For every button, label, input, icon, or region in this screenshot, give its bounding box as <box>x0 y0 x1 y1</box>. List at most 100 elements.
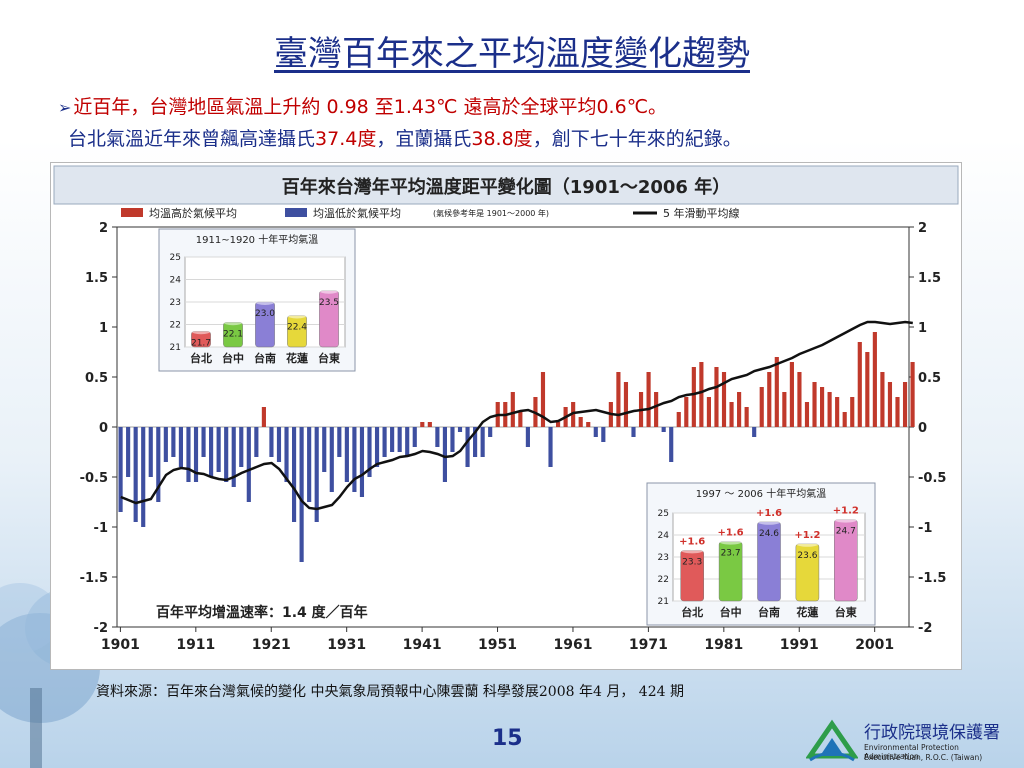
anomaly-bar <box>126 427 131 477</box>
anomaly-bar <box>654 392 659 427</box>
y-tick-label-right: 1 <box>918 321 927 336</box>
anomaly-bar <box>895 397 900 427</box>
anomaly-bar <box>465 427 470 467</box>
inset-1997-bar-cap <box>757 518 781 525</box>
anomaly-bar <box>307 427 312 502</box>
inset-1997-bar-cap <box>795 540 819 547</box>
anomaly-bar <box>782 392 787 427</box>
anomaly-bar <box>457 427 463 432</box>
y-tick-label-right: -1.5 <box>918 571 946 586</box>
anomaly-bar <box>269 427 274 457</box>
inset-1997-value-label: 23.6 <box>797 551 817 561</box>
anomaly-bar <box>767 372 772 427</box>
inset-1911-bar-cap <box>223 319 243 326</box>
agency-en-line2: Executive Yuan, R.O.C. (Taiwan) <box>864 753 983 762</box>
anomaly-bar <box>156 427 161 502</box>
anomaly-bar <box>216 427 221 472</box>
anomaly-bar <box>473 427 478 457</box>
legend-note: (氣候參考年是 1901～2000 年) <box>433 208 549 218</box>
bullet-arrow-icon: ➢ <box>58 98 72 117</box>
epa-logo-icon <box>805 719 859 762</box>
anomaly-bar <box>729 402 734 427</box>
anomaly-bar <box>887 382 893 427</box>
inset-1911-bar-cap <box>287 312 307 319</box>
inset-1997-value-label: 23.7 <box>721 549 741 559</box>
inset-1911-category-label: 台北 <box>190 351 212 365</box>
source-citation: 資料來源：百年來台灣氣候的變化 中央氣象局預報中心陳雲蘭 科學發展2008 年4… <box>96 684 684 700</box>
anomaly-chart-panel: 百年來台灣年平均溫度距平變化圖（1901～2006 年） 均溫高於氣候平均 均溫低於… <box>50 162 962 670</box>
anomaly-bar <box>706 397 711 427</box>
inset-1911-y-tick-label: 25 <box>170 253 181 263</box>
anomaly-bar <box>812 382 817 427</box>
y-tick-label-left: -1 <box>94 521 108 536</box>
inset-1911-y-tick-label: 24 <box>170 276 182 286</box>
bullet-line: ➢ 近百年，台灣地區氣溫上升約 0.98 至1.43℃ 遠高於全球平均0.6℃。 <box>58 92 667 119</box>
anomaly-bar <box>865 352 870 427</box>
anomaly-bar <box>299 427 304 562</box>
anomaly-bar <box>442 427 447 482</box>
y-tick-label-right: 2 <box>918 221 927 236</box>
legend-above-swatch <box>121 208 143 217</box>
inset-1997-value-label: 24.6 <box>759 529 779 539</box>
inset-1997-bar-cap <box>719 538 743 545</box>
chart-title-bar <box>53 165 959 205</box>
anomaly-bar <box>540 372 546 427</box>
x-tick-label: 1921 <box>252 637 291 653</box>
page-number: 15 <box>492 726 523 751</box>
inset-1911-value-label: 21.7 <box>191 338 211 348</box>
inset-1997-increase-label: +1.6 <box>756 508 782 519</box>
anomaly-bar <box>578 417 583 427</box>
anomaly-bar <box>601 427 606 442</box>
inset-1997-value-label: 24.7 <box>836 527 856 537</box>
chart-title: 百年來台灣年平均溫度距平變化圖（1901～2006 年） <box>282 176 730 198</box>
anomaly-bar <box>842 412 847 427</box>
inset-1997-increase-label: +1.2 <box>833 506 859 517</box>
inset-1911-y-tick-label: 21 <box>170 343 181 353</box>
anomaly-bar <box>684 397 689 427</box>
anomaly-bar <box>737 392 742 427</box>
anomaly-bar <box>804 402 810 427</box>
anomaly-bar <box>450 427 455 452</box>
anomaly-bar <box>759 387 764 427</box>
y-tick-label-right: 1.5 <box>918 271 941 286</box>
inset-1911-y-tick-label: 23 <box>170 298 181 308</box>
anomaly-bar <box>480 427 485 457</box>
inset-1911-category-label: 台南 <box>254 351 276 365</box>
anomaly-bar <box>721 372 727 427</box>
anomaly-bar <box>254 427 259 457</box>
anomaly-bar <box>518 412 523 427</box>
anomaly-bar <box>631 427 636 437</box>
slide-title: 臺灣百年來之平均溫度變化趨勢 <box>274 34 750 74</box>
inset-1911-value-label: 22.1 <box>223 329 243 339</box>
anomaly-bar <box>359 427 365 497</box>
anomaly-bar <box>819 387 825 427</box>
x-tick-label: 1991 <box>780 637 819 653</box>
inset-1997-y-tick-label: 25 <box>658 509 669 519</box>
inset-1911-y-tick-label: 22 <box>170 321 181 331</box>
anomaly-bar <box>261 407 266 427</box>
anomaly-bar <box>623 382 629 427</box>
taipei-record-temp: 37.4 <box>315 128 358 150</box>
inset-1997-y-tick-label: 21 <box>658 597 669 607</box>
anomaly-bar <box>374 427 380 467</box>
anomaly-bar <box>133 427 138 522</box>
anomaly-bar <box>902 382 908 427</box>
anomaly-bar <box>224 427 229 482</box>
legend-line-label: 5 年滑動平均線 <box>663 206 740 220</box>
legend-below-swatch <box>285 208 307 217</box>
anomaly-bar <box>752 427 757 437</box>
line2-part3-unit: 度 <box>513 128 533 150</box>
inset-1997-bar-cap <box>834 516 858 523</box>
anomaly-chart: 百年來台灣年平均溫度距平變化圖（1901～2006 年） 均溫高於氣候平均 均溫低於… <box>53 165 959 653</box>
anomaly-bar <box>231 427 236 487</box>
anomaly-bar <box>586 422 591 427</box>
y-tick-label-left: -0.5 <box>80 471 108 486</box>
anomaly-bar <box>910 362 915 427</box>
y-tick-label-left: -1.5 <box>80 571 108 586</box>
y-tick-label-right: 0 <box>918 421 927 436</box>
anomaly-bar <box>239 427 244 467</box>
anomaly-bar <box>555 422 561 427</box>
anomaly-bar <box>291 427 297 522</box>
anomaly-bar <box>571 402 576 427</box>
inset-1997-title: 1997 ～ 2006 十年平均氣溫 <box>696 487 826 500</box>
